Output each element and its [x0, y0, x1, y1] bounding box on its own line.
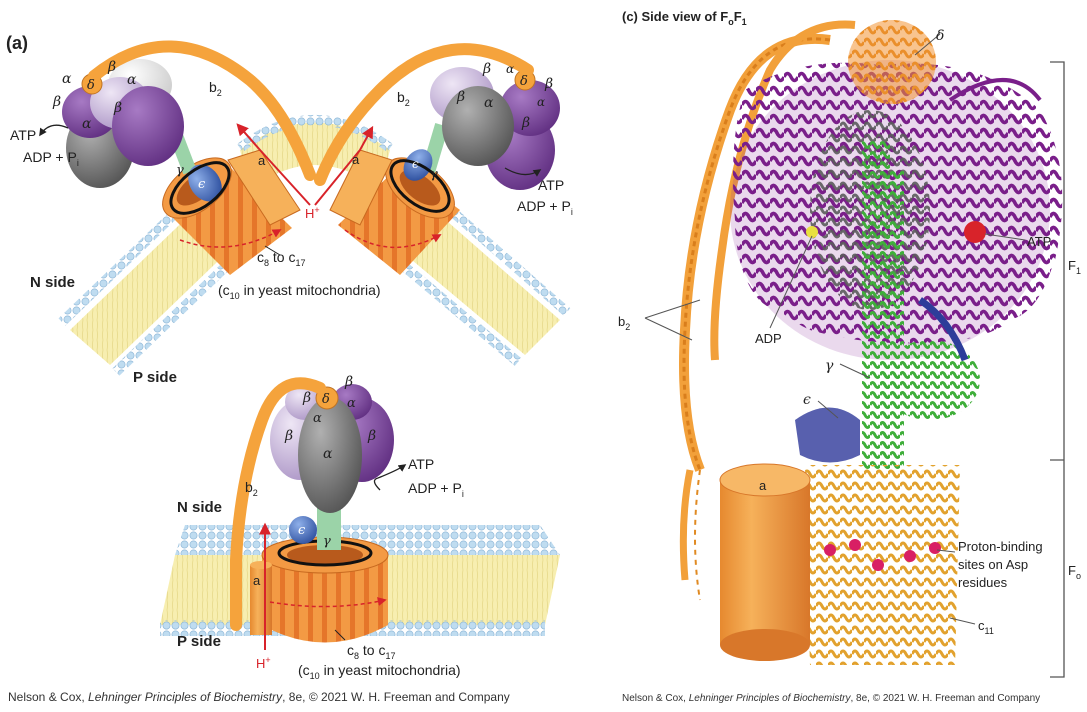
beta-label-tr-2: β: [544, 76, 553, 92]
yeast-label-bottom: (c10 in yeast mitochondria): [298, 662, 461, 681]
alpha-label-b-1: α: [313, 411, 322, 426]
a-label-bottom: a: [253, 573, 261, 588]
c-ring-right: [329, 149, 460, 275]
panel-a-label: (a): [6, 33, 28, 53]
yeast-label-top: (c10 in yeast mitochondria): [218, 282, 381, 301]
proton-label-line3: residues: [958, 575, 1008, 590]
beta-label-tl-3: β: [113, 100, 122, 116]
alpha-label-b-2: α: [347, 396, 356, 411]
panel-c-label: (c) Side view of FoF1: [622, 9, 747, 27]
a-subunit-cylinder: [719, 463, 811, 661]
b2-label-top-right: b2: [397, 89, 410, 108]
c11-label-c: c11: [978, 618, 994, 636]
proton-label-line1: Proton-binding: [958, 539, 1043, 554]
gamma-label-c: γ: [825, 358, 834, 374]
f1-fo-bracket: [1050, 61, 1065, 678]
gamma-label-tl: γ: [176, 163, 184, 178]
gamma-label-tr: γ: [430, 167, 438, 182]
credit-right-pre: Nelson & Cox,: [622, 693, 689, 704]
credit-right: Nelson & Cox, Lehninger Principles of Bi…: [622, 693, 1040, 704]
delta-label-c: δ: [936, 28, 944, 44]
alpha-label-tl-1: α: [62, 71, 72, 87]
a-label-top-right: a: [352, 152, 360, 167]
a-label-top-left: a: [258, 153, 266, 168]
c-ring-label-top: c8 to c17: [257, 249, 306, 268]
atp-label-top-right: ATP: [538, 177, 564, 193]
rotation-arrow-left: [169, 161, 231, 215]
alpha-label-tr-2: α: [537, 95, 545, 109]
delta-label-tl: δ: [87, 78, 95, 93]
alpha-label-tr-3: α: [484, 95, 494, 111]
b2-label-bottom: b2: [245, 479, 258, 498]
alpha-label-tl-3: α: [82, 116, 92, 132]
proton-path-right: [314, 125, 374, 206]
fo-label-c: Fo: [1068, 563, 1081, 581]
beta-label-b-2: β: [302, 390, 311, 406]
b2-label-c: b2: [618, 314, 630, 332]
beta-label-b-3: β: [284, 428, 293, 444]
fo-c-ring: [805, 465, 960, 665]
a-subunit-bottom: [250, 561, 272, 635]
adp-label-c: ADP: [755, 331, 782, 346]
credit-right-post: , 8e, © 2021 W. H. Freeman and Company: [850, 693, 1041, 704]
adp-ligand: [806, 226, 818, 238]
adp-label-bottom: ADP + Pi: [408, 480, 464, 499]
credit-left-pre: Nelson & Cox,: [8, 690, 89, 704]
atp-label-top-left: ATP: [10, 127, 36, 143]
atp-label-c: ATP: [1027, 234, 1051, 249]
alpha-label-tl-2: α: [127, 72, 137, 88]
proton-label-line2: sites on Asp: [958, 557, 1028, 572]
beta-label-tr-4: β: [521, 115, 530, 131]
f1-head-bottom: [270, 384, 394, 550]
adp-label-top-left: ADP + Pi: [23, 149, 79, 168]
alpha-label-tr-1: α: [506, 62, 514, 76]
b2-stalk-left: [88, 40, 316, 181]
n-side-label-bottom: N side: [177, 499, 222, 516]
h-plus-label-top: H+: [305, 205, 320, 221]
beta-label-b-1: β: [344, 374, 353, 390]
b2-label-top-left: b2: [209, 79, 222, 98]
n-side-label-top: N side: [30, 274, 75, 291]
rotation-arrow-right: [389, 159, 451, 213]
c-ring-label-bottom: c8 to c17: [347, 642, 396, 661]
atp-ligand: [964, 221, 986, 243]
h-plus-label-bottom: H+: [256, 655, 271, 671]
b2-stalk-right: [314, 43, 534, 186]
adp-label-top-right: ADP + Pi: [517, 198, 573, 217]
beta-label-tr-3: β: [456, 89, 465, 105]
f1-label-c: F1: [1068, 258, 1081, 276]
epsilon-label-c: ϵ: [803, 392, 811, 408]
credit-right-book: Lehninger Principles of Biochemistry: [688, 693, 851, 704]
credit-left: Nelson & Cox, Lehninger Principles of Bi…: [8, 690, 510, 704]
p-side-label-top: P side: [133, 369, 177, 386]
f1-head-left: [62, 59, 222, 202]
beta-label-tl-2: β: [52, 94, 61, 110]
delta-subunit: [848, 20, 936, 104]
beta-label-b-4: β: [367, 428, 376, 444]
epsilon-subunit: [795, 297, 969, 463]
gamma-subunit: [862, 140, 980, 470]
c-ring-bottom: [261, 536, 389, 643]
b2-stalk-bottom: [230, 377, 326, 631]
delta-label-b: δ: [322, 392, 330, 407]
credit-left-book: Lehninger Principles of Biochemistry: [88, 690, 283, 704]
proton-path-left: [236, 123, 311, 206]
beta-label-tr-1: β: [482, 61, 491, 77]
epsilon-label-tr: ϵ: [412, 157, 419, 171]
epsilon-label-tl: ϵ: [198, 177, 206, 192]
a-label-c: a: [759, 478, 767, 493]
epsilon-label-b: ϵ: [298, 523, 306, 538]
panel-a-top-membrane: [58, 115, 571, 376]
atp-label-bottom: ATP: [408, 456, 434, 472]
delta-label-tr: δ: [520, 74, 528, 89]
gamma-label-b: γ: [323, 534, 331, 549]
f1-head-right: [403, 67, 560, 190]
p-side-label-bottom: P side: [177, 633, 221, 650]
credit-left-post: , 8e, © 2021 W. H. Freeman and Company: [282, 690, 510, 704]
beta-label-tl-1: β: [107, 59, 116, 75]
alpha-label-b-3: α: [323, 446, 333, 462]
